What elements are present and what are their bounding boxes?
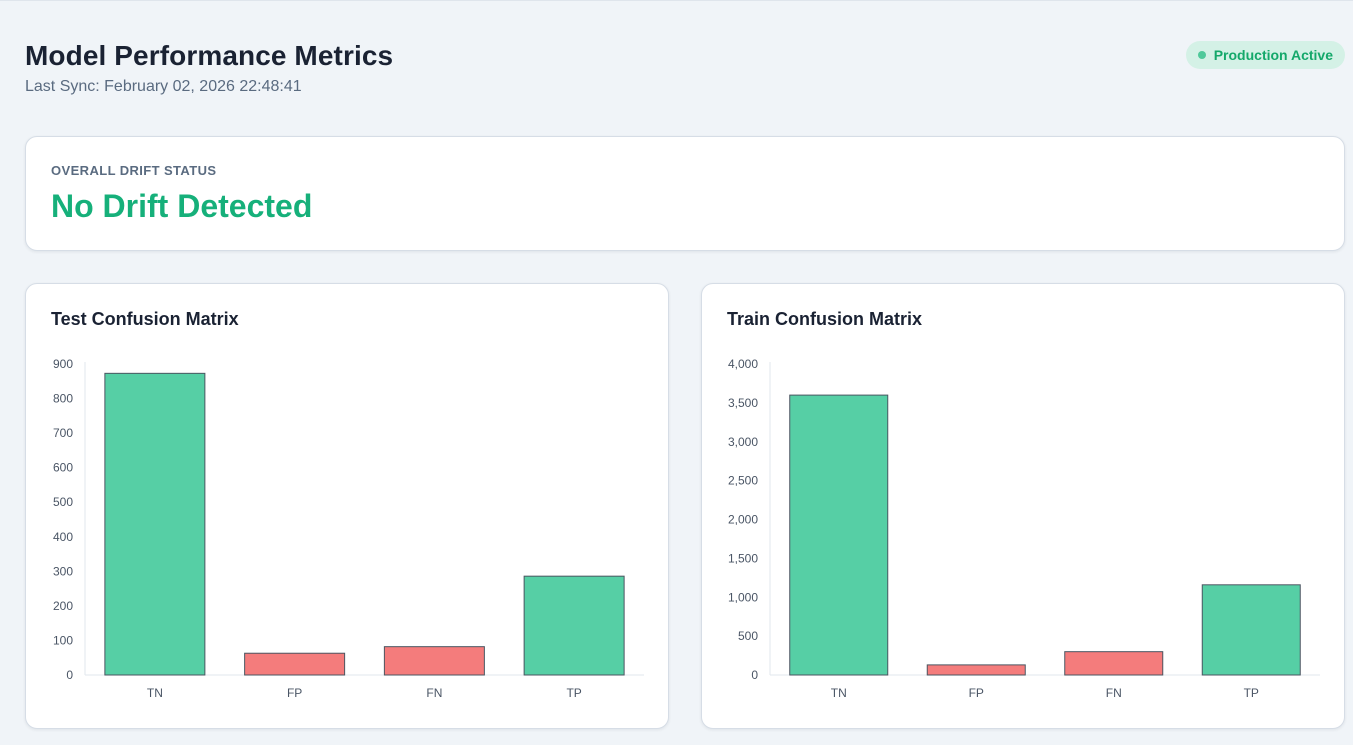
y-tick-label: 3,500	[728, 396, 758, 410]
bar-fp	[926, 664, 1026, 676]
y-tick-label: 2,500	[728, 474, 758, 488]
y-tick-label: 2,000	[728, 513, 758, 527]
y-tick-label: 1,500	[728, 551, 758, 565]
page-title: Model Performance Metrics	[25, 40, 394, 71]
production-status-badge: Production Active	[1185, 41, 1345, 69]
y-tick-label: 500	[738, 629, 758, 643]
y-tick-label: 4,000	[728, 357, 758, 371]
test-chart-title: Test Confusion Matrix	[51, 309, 239, 329]
last-sync-timestamp: Last Sync: February 02, 2026 22:48:41	[25, 78, 302, 95]
y-tick-label: 0	[66, 668, 73, 682]
bar-tp	[523, 575, 625, 676]
x-tick-label: TP	[566, 686, 581, 700]
top-border	[0, 0, 1353, 1]
bar-tp	[1201, 584, 1301, 676]
y-tick-label: 100	[53, 633, 73, 647]
y-tick-label: 600	[53, 461, 73, 475]
x-tick-label: FP	[969, 686, 984, 700]
y-tick-label: 400	[53, 530, 73, 544]
drift-status-card: OVERALL DRIFT STATUS No Drift Detected	[25, 136, 1345, 251]
y-tick-label: 0	[751, 668, 758, 682]
x-tick-label: TN	[831, 686, 847, 700]
y-tick-label: 300	[53, 564, 73, 578]
status-badge-label: Production Active	[1213, 47, 1333, 63]
train-confusion-matrix-chart: 0 500 1,000 1,500 2,000 2,500 3,000 3,500 4,000 T…	[728, 357, 1320, 700]
x-tick-label: FN	[426, 686, 442, 700]
x-tick-label: FP	[287, 686, 302, 700]
y-tick-label: 500	[53, 495, 73, 509]
bar-fp	[244, 652, 346, 676]
train-confusion-matrix-card: Train Confusion Matrix 0 500 1,000 1,500 2,0…	[701, 283, 1345, 729]
y-tick-label: 900	[53, 357, 73, 371]
bar-tn	[104, 372, 206, 676]
train-chart-title: Train Confusion Matrix	[727, 309, 923, 329]
y-tick-label: 700	[53, 426, 73, 440]
x-tick-label: FN	[1106, 686, 1122, 700]
bar-fn	[383, 646, 485, 676]
drift-status-value: No Drift Detected	[51, 188, 313, 224]
page-header: Model Performance Metrics Last Sync: Feb…	[25, 40, 1345, 100]
test-confusion-matrix-card: Test Confusion Matrix 0 100 200 300 400 500 60…	[25, 283, 669, 729]
y-tick-label: 3,000	[728, 435, 758, 449]
x-tick-label: TN	[147, 686, 163, 700]
y-tick-label: 800	[53, 392, 73, 406]
bar-tn	[789, 394, 889, 676]
status-dot-icon	[1197, 51, 1206, 59]
y-tick-label: 1,000	[728, 590, 758, 604]
drift-status-label: OVERALL DRIFT STATUS	[51, 163, 217, 178]
test-confusion-matrix-chart: 0 100 200 300 400 500 600 700 800 900 TN FP FN TP	[53, 357, 644, 700]
bar-fn	[1064, 651, 1164, 676]
y-tick-label: 200	[53, 599, 73, 613]
x-tick-label: TP	[1244, 686, 1259, 700]
